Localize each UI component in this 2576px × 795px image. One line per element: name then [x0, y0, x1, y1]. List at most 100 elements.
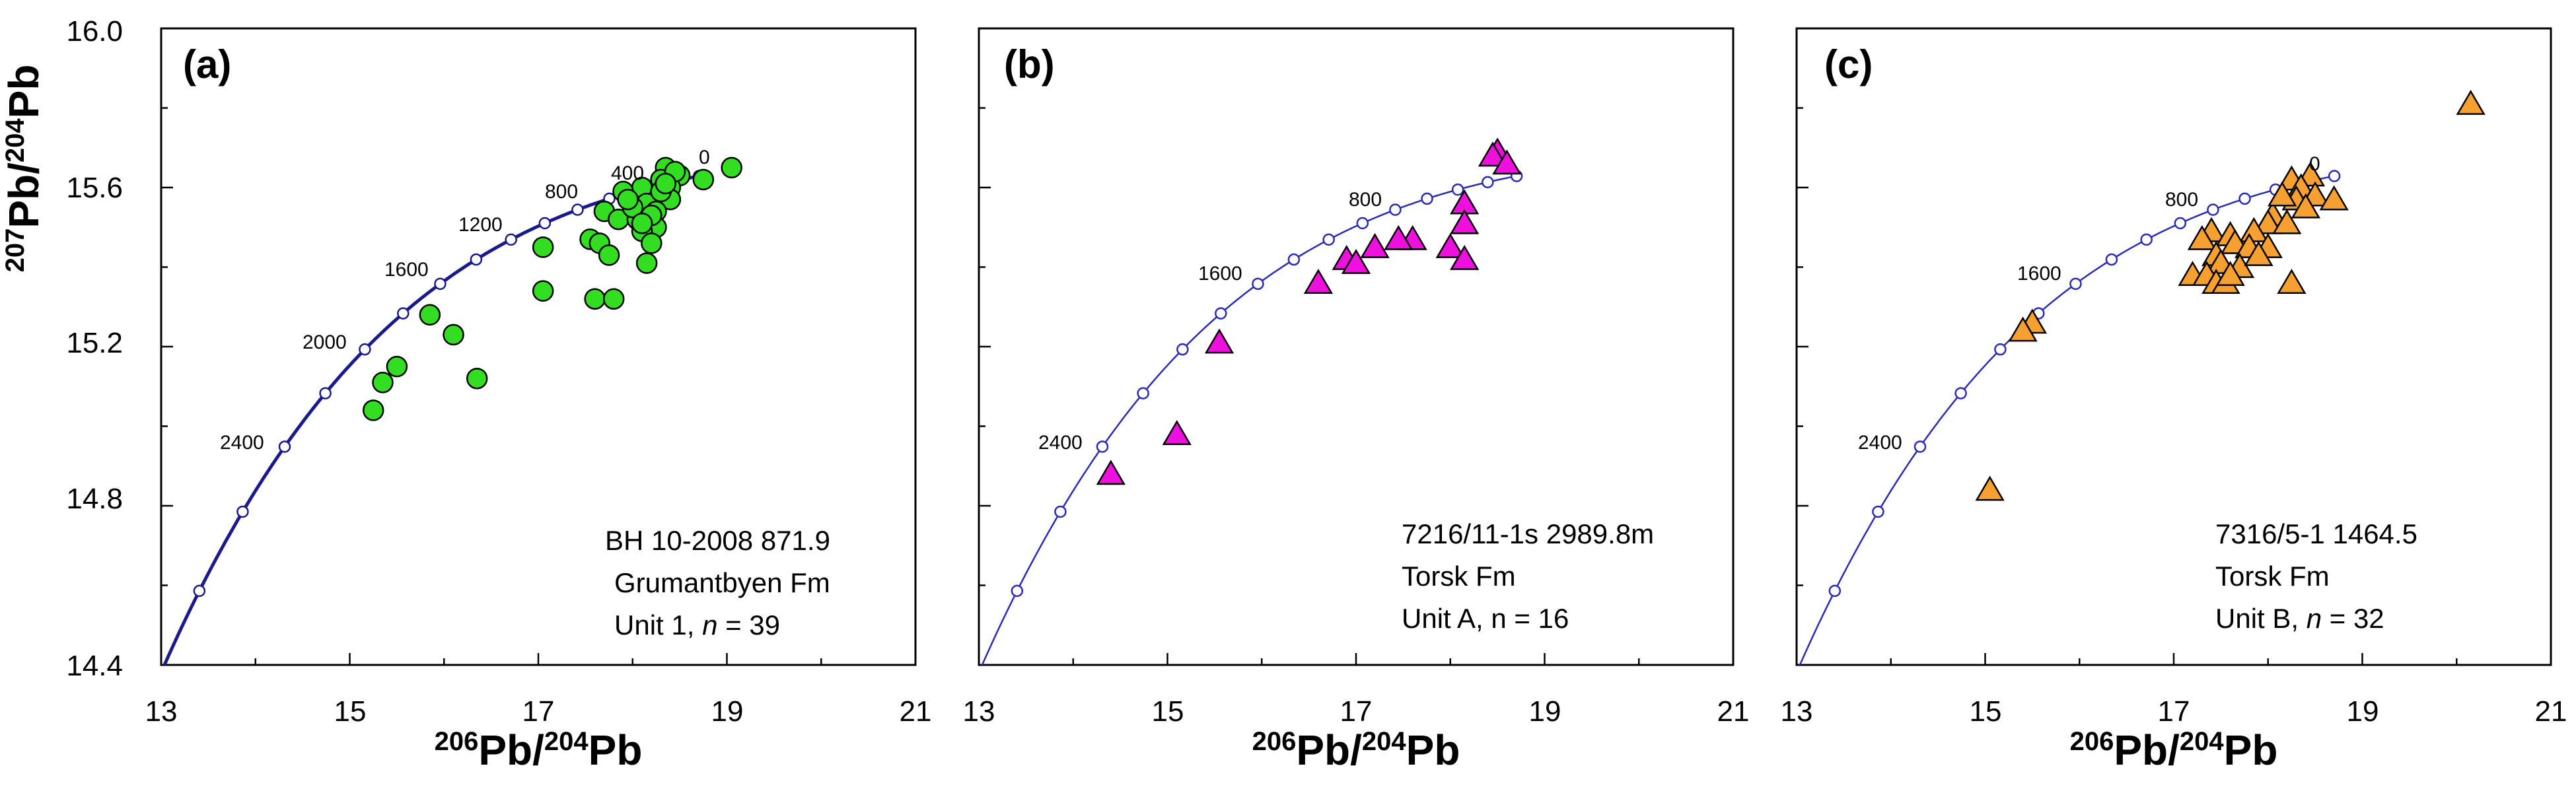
data-point	[1450, 244, 1480, 270]
data-point	[419, 304, 441, 326]
y-axis-title-mass2: 204	[1, 118, 30, 162]
curve-labels: 800 1600 2400	[1038, 189, 1382, 454]
growth-curve	[1799, 175, 2335, 665]
y-tick-label: 16.0	[66, 15, 123, 48]
data-point	[2187, 225, 2217, 250]
x-tick-labels: 13 15 17 19 21	[145, 695, 932, 728]
x-tick-label: 15	[334, 695, 367, 728]
data-point	[1096, 460, 1126, 485]
data-point	[721, 156, 742, 179]
curve-label-400: 400	[611, 162, 644, 184]
curve-node	[470, 253, 483, 266]
curve-node	[359, 343, 371, 356]
curve-node	[1872, 505, 1884, 518]
growth-curve	[981, 175, 1517, 665]
data-point	[1435, 232, 1465, 258]
y-axis-title-element2: Pb	[0, 65, 48, 119]
data-point	[1204, 328, 1234, 354]
info-line2: Grumantbyen Fm	[614, 567, 830, 598]
axis-ticks	[978, 27, 1735, 666]
y-tick-label: 15.6	[66, 172, 123, 204]
info-line2: Torsk Fm	[1402, 561, 1516, 592]
y-tick-label: 15.2	[66, 327, 123, 359]
data-point	[372, 371, 394, 394]
curve-node	[1482, 176, 1494, 189]
curve-node	[2069, 277, 2082, 291]
data-point	[2291, 193, 2320, 219]
curve-node	[1914, 440, 1927, 453]
x-tick-label: 21	[1717, 695, 1750, 728]
x-tick-label: 19	[711, 695, 744, 728]
y-tick-label: 14.4	[66, 650, 123, 682]
data-point	[1975, 475, 2005, 501]
info-box: 7316/5-1 1464.5 Torsk Fm Unit B, n = 32	[2215, 518, 2417, 634]
curve-node	[1994, 343, 2007, 356]
curve-node	[278, 440, 291, 453]
panel-label: (a)	[183, 42, 231, 86]
x-tick-label: 17	[1340, 695, 1373, 728]
x-tick-label: 21	[2535, 695, 2567, 728]
data-point	[532, 280, 554, 302]
data-point	[1384, 225, 1413, 250]
data-point	[1360, 232, 1390, 258]
data-point	[2277, 269, 2307, 294]
data-point	[2272, 209, 2302, 234]
info-line2: Torsk Fm	[2215, 561, 2330, 592]
info-line3: Unit B, n = 32	[2215, 603, 2384, 634]
curve-node	[193, 584, 206, 598]
info-line1: BH 10-2008 871.9	[605, 525, 830, 556]
data-point	[466, 367, 488, 390]
data-point	[584, 288, 606, 310]
curve-node	[1356, 217, 1369, 230]
curve-node	[1954, 387, 1967, 399]
curve-node	[505, 233, 517, 246]
curve-labels: 0 800 1600 2400	[1858, 153, 2320, 454]
data-point	[598, 244, 620, 266]
data-point	[617, 188, 639, 211]
curve-node	[1421, 192, 1433, 205]
axis-ticks	[1795, 27, 2552, 666]
curve-node	[397, 307, 410, 320]
curve-label-2400: 2400	[1858, 432, 1902, 454]
x-tick-label: 13	[963, 695, 995, 728]
curve-node	[2105, 253, 2118, 266]
panel-b: (b) 800 1600 2400 7216/11-1s 2989.8m Tor…	[963, 27, 1750, 774]
curve-label-0: 0	[699, 147, 710, 168]
data-points	[1975, 89, 2486, 501]
curve-node	[1252, 277, 1264, 291]
y-tick-labels: 16.0 15.6 15.2 14.8 14.4	[66, 15, 123, 682]
x-tick-label: 17	[522, 695, 555, 728]
curve-node	[571, 203, 584, 216]
curve-node	[1176, 343, 1189, 356]
x-axis-title: 206Pb/204Pb	[2070, 726, 2278, 774]
curve-label-800: 800	[2165, 189, 2198, 211]
x-tick-label: 19	[1529, 695, 1561, 728]
plot-frame	[160, 27, 917, 666]
curve-node	[1287, 253, 1301, 266]
info-line3: Unit 1, n = 39	[614, 609, 780, 640]
y-tick-label: 14.8	[66, 483, 123, 515]
x-tick-label: 15	[1970, 695, 2002, 728]
curve-node	[538, 217, 552, 230]
info-line3: Unit A, n = 16	[1402, 603, 1569, 634]
data-point	[362, 399, 384, 421]
x-tick-label: 17	[2158, 695, 2190, 728]
data-point	[1303, 269, 1334, 294]
curve-label-1200: 1200	[458, 214, 503, 236]
data-point	[2319, 185, 2349, 211]
x-tick-label: 13	[1781, 695, 1813, 728]
curve-node	[1137, 387, 1149, 399]
data-point	[532, 236, 554, 258]
plot-frame	[1795, 27, 2552, 666]
data-point	[2268, 181, 2297, 207]
data-point	[443, 324, 464, 346]
panel-label: (c)	[1824, 42, 1873, 86]
data-point	[655, 172, 676, 195]
curve-label-1600: 1600	[2017, 263, 2061, 285]
curve-node	[1215, 307, 1227, 320]
data-point	[631, 212, 653, 234]
plot-frame	[978, 27, 1735, 666]
panel-a: (a) 0 400 800 1200 1600 2000 2400 BH 10-…	[145, 27, 932, 774]
curve-nodes	[1011, 170, 1523, 598]
